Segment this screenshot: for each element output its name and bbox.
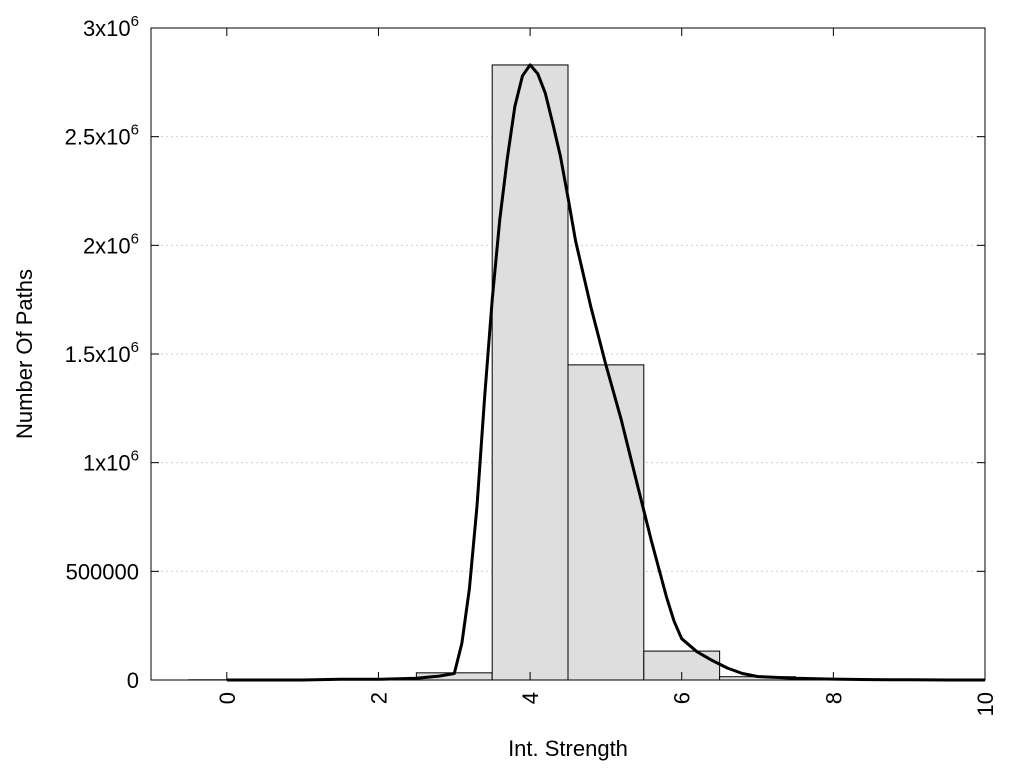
x-tick-label: 6 [670,692,695,704]
y-tick-label: 3x106 [83,13,139,41]
histogram-bars [188,64,948,681]
x-axis-ticks: 0 2 4 6 8 10 [215,28,998,716]
y-tick-label: 500000 [66,559,139,584]
fit-curve-layer [226,63,985,682]
y-axis-ticks: 0 500000 1x106 1.5x106 2x106 2.5x106 3x106 [65,13,985,693]
x-tick-label: 10 [973,692,998,716]
x-axis-title: Int. Strength [508,736,628,761]
x-tick-label: 0 [215,692,240,704]
y-tick-label: 1x106 [83,448,139,476]
histogram-bar [491,64,569,681]
x-tick-label: 2 [366,692,391,704]
y-tick-label: 2x106 [83,230,139,258]
x-tick-label: 8 [821,692,846,704]
histogram-bar [567,364,645,681]
fit-curve [226,63,985,682]
y-tick-label: 1.5x106 [65,339,139,367]
y-tick-label: 0 [127,668,139,693]
y-tick-label: 2.5x106 [65,122,139,150]
x-tick-label: 4 [518,692,543,704]
y-axis-title: Number Of Paths [12,269,37,439]
